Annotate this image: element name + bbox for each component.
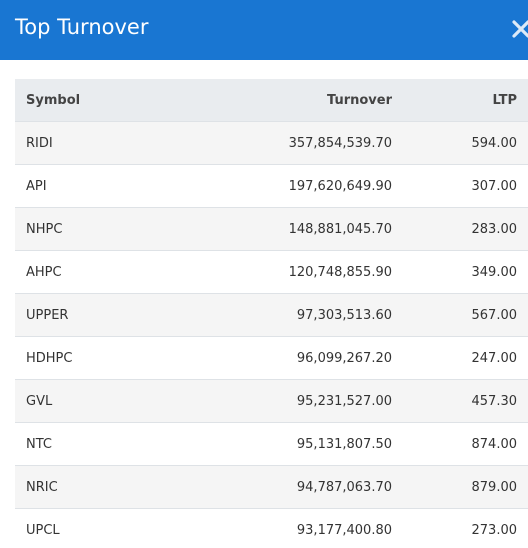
- cell-ltp: 349.00: [403, 250, 528, 294]
- cell-symbol: HDHPC: [15, 336, 215, 380]
- cell-symbol: NTC: [15, 422, 215, 466]
- cell-turnover: 95,231,527.00: [215, 379, 403, 423]
- modal-title: Top Turnover: [15, 15, 149, 39]
- column-header-turnover[interactable]: Turnover: [215, 79, 403, 122]
- table-row[interactable]: UPCL 93,177,400.80 273.00: [15, 508, 528, 548]
- table-header-row: Symbol Turnover LTP: [15, 79, 528, 122]
- cell-turnover: 93,177,400.80: [215, 508, 403, 548]
- table-body: RIDI 357,854,539.70 594.00 API 197,620,649.9…: [15, 121, 528, 548]
- cell-ltp: 567.00: [403, 293, 528, 337]
- table-row[interactable]: AHPC 120,748,855.90 349.00: [15, 250, 528, 294]
- cell-symbol: AHPC: [15, 250, 215, 294]
- cell-turnover: 95,131,807.50: [215, 422, 403, 466]
- cell-turnover: 148,881,045.70: [215, 207, 403, 251]
- close-button[interactable]: [508, 16, 528, 42]
- table-row[interactable]: UPPER 97,303,513.60 567.00: [15, 293, 528, 337]
- cell-ltp: 594.00: [403, 121, 528, 165]
- table-row[interactable]: RIDI 357,854,539.70 594.00: [15, 121, 528, 165]
- cell-symbol: NRIC: [15, 465, 215, 509]
- cell-turnover: 97,303,513.60: [215, 293, 403, 337]
- table-row[interactable]: GVL 95,231,527.00 457.30: [15, 379, 528, 423]
- table-row[interactable]: NHPC 148,881,045.70 283.00: [15, 207, 528, 251]
- turnover-table-container: Symbol Turnover LTP RIDI 357,854,539.70 59…: [15, 79, 528, 548]
- cell-symbol: RIDI: [15, 121, 215, 165]
- cell-turnover: 96,099,267.20: [215, 336, 403, 380]
- cell-symbol: UPPER: [15, 293, 215, 337]
- cell-symbol: GVL: [15, 379, 215, 423]
- column-header-ltp[interactable]: LTP: [403, 79, 528, 122]
- cell-ltp: 247.00: [403, 336, 528, 380]
- cell-ltp: 273.00: [403, 508, 528, 548]
- column-header-symbol[interactable]: Symbol: [15, 79, 215, 122]
- table-row[interactable]: NRIC 94,787,063.70 879.00: [15, 465, 528, 509]
- modal-header: Top Turnover: [0, 0, 528, 60]
- cell-symbol: UPCL: [15, 508, 215, 548]
- cell-turnover: 120,748,855.90: [215, 250, 403, 294]
- turnover-table: Symbol Turnover LTP RIDI 357,854,539.70 59…: [15, 79, 528, 548]
- table-header: Symbol Turnover LTP: [15, 79, 528, 122]
- cell-turnover: 197,620,649.90: [215, 164, 403, 208]
- cell-ltp: 874.00: [403, 422, 528, 466]
- table-row[interactable]: API 197,620,649.90 307.00: [15, 164, 528, 208]
- table-row[interactable]: HDHPC 96,099,267.20 247.00: [15, 336, 528, 380]
- table-row[interactable]: NTC 95,131,807.50 874.00: [15, 422, 528, 466]
- cell-ltp: 283.00: [403, 207, 528, 251]
- cell-turnover: 94,787,063.70: [215, 465, 403, 509]
- cell-ltp: 457.30: [403, 379, 528, 423]
- cell-symbol: NHPC: [15, 207, 215, 251]
- close-icon: [512, 20, 528, 38]
- cell-symbol: API: [15, 164, 215, 208]
- cell-ltp: 307.00: [403, 164, 528, 208]
- cell-turnover: 357,854,539.70: [215, 121, 403, 165]
- cell-ltp: 879.00: [403, 465, 528, 509]
